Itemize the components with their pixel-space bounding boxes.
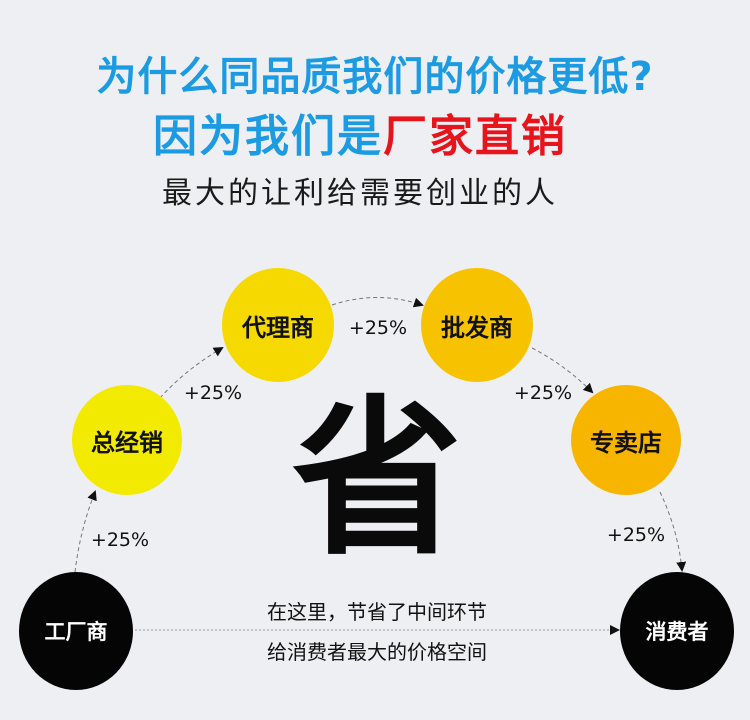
arrow-store-to-consumer (659, 491, 687, 572)
markup-label: +25% (90, 529, 150, 551)
center-save-character: 省 (291, 381, 462, 579)
node-agent: 代理商 (222, 268, 334, 382)
node-store: 专卖店 (571, 385, 681, 495)
bottom-text-line2: 给消费者最大的价格空间 (267, 640, 487, 664)
headline-answer-prefix: 因为我们是 (153, 111, 383, 162)
headline-question: 为什么同品质我们的价格更低? (96, 54, 654, 100)
markup-label: +25% (183, 382, 243, 404)
bottom-text-line1: 在这里，节省了中间环节 (267, 600, 487, 624)
arrow-wholesaler-to-store (531, 347, 594, 394)
markup-label: +25% (606, 524, 666, 546)
node-general-distributor: 总经销 (72, 385, 182, 495)
node-wholesaler: 批发商 (421, 268, 533, 382)
node-consumer: 消费者 (620, 572, 734, 690)
subheadline: 最大的让利给需要创业的人 (162, 176, 558, 211)
node-factory: 工厂商 (19, 572, 133, 690)
headline-answer: 因为我们是厂家直销 (0, 100, 720, 164)
markup-label: +25% (348, 317, 408, 339)
arrow-agent-to-wholesaler (331, 297, 424, 308)
headline-answer-highlight: 厂家直销 (383, 111, 567, 162)
arrow-factory-to-distributor (74, 490, 97, 573)
markup-label: +25% (513, 382, 573, 404)
arrow-distributor-to-agent (159, 346, 224, 399)
